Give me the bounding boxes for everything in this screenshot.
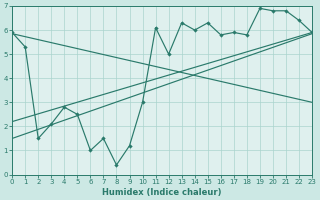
X-axis label: Humidex (Indice chaleur): Humidex (Indice chaleur) <box>102 188 222 197</box>
